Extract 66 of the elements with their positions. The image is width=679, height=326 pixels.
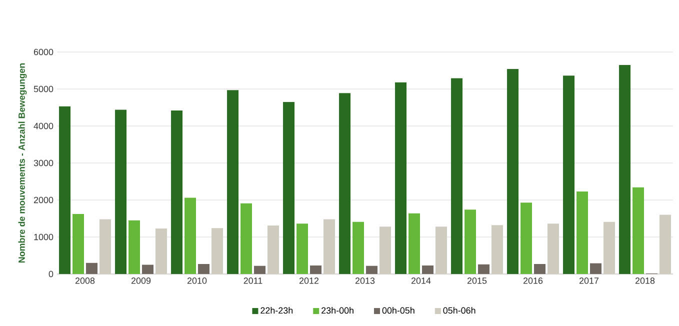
y-tick-label: 3000 <box>34 160 54 166</box>
legend-label: 23h-00h <box>322 307 354 314</box>
bar <box>171 110 183 274</box>
x-tick-label: 2012 <box>299 278 319 284</box>
bar <box>619 64 631 274</box>
x-tick-label: 2018 <box>635 278 655 284</box>
x-tick-label: 2015 <box>467 278 487 284</box>
bar <box>408 213 420 274</box>
x-tick-label: 2013 <box>355 278 375 284</box>
bar <box>128 220 140 274</box>
bar <box>254 266 266 274</box>
x-tick-label: 2014 <box>411 278 431 284</box>
y-axis-title: Nombre de mouvements - Anzahl Bewegungen <box>18 63 27 263</box>
y-tick-label: 4000 <box>34 122 54 130</box>
bar <box>491 225 503 274</box>
bar <box>478 264 490 274</box>
bar <box>211 228 223 274</box>
x-tick-label: 2008 <box>75 278 95 284</box>
bar <box>184 198 196 274</box>
x-tick-label: 2010 <box>187 278 207 284</box>
bar <box>115 110 127 274</box>
bar <box>283 102 295 274</box>
bar <box>464 210 476 274</box>
y-tick-label: 6000 <box>34 48 54 56</box>
bar <box>323 219 335 274</box>
legend-label: 05h-06h <box>443 307 476 314</box>
bar <box>507 69 519 274</box>
bar <box>520 202 532 274</box>
y-tick-label: 1000 <box>34 234 54 240</box>
bar <box>59 106 71 274</box>
bar <box>142 264 154 274</box>
bar <box>547 224 559 274</box>
bar <box>435 226 447 274</box>
bar <box>352 222 364 274</box>
x-tick-label: 2009 <box>131 278 151 284</box>
bar <box>366 266 378 274</box>
bar <box>99 219 111 274</box>
bar <box>310 265 322 274</box>
bar <box>72 214 84 274</box>
bar <box>267 226 279 274</box>
bar <box>534 264 546 274</box>
bar <box>240 203 252 274</box>
bar <box>198 264 210 274</box>
bar <box>422 265 434 274</box>
y-tick-label: 2000 <box>34 196 54 204</box>
y-tick-label: 5000 <box>34 86 54 92</box>
bar <box>395 82 407 274</box>
bar <box>379 226 391 274</box>
x-tick-label: 2017 <box>579 278 599 284</box>
legend-label: 00h-05h <box>382 307 414 314</box>
bar <box>590 263 602 274</box>
legend-label: 22h-23h <box>260 307 293 314</box>
bar <box>563 76 575 274</box>
bar <box>603 222 615 274</box>
bar <box>86 262 98 274</box>
bar <box>227 90 239 274</box>
bar <box>576 191 588 274</box>
x-tick-label: 2011 <box>244 278 262 284</box>
bar <box>451 78 463 274</box>
y-tick-label: 0 <box>48 270 54 278</box>
bar <box>296 224 308 274</box>
bar <box>155 228 167 274</box>
bar <box>339 93 351 274</box>
x-tick-label: 2016 <box>523 278 543 284</box>
bar <box>632 187 644 274</box>
bar <box>659 214 671 274</box>
